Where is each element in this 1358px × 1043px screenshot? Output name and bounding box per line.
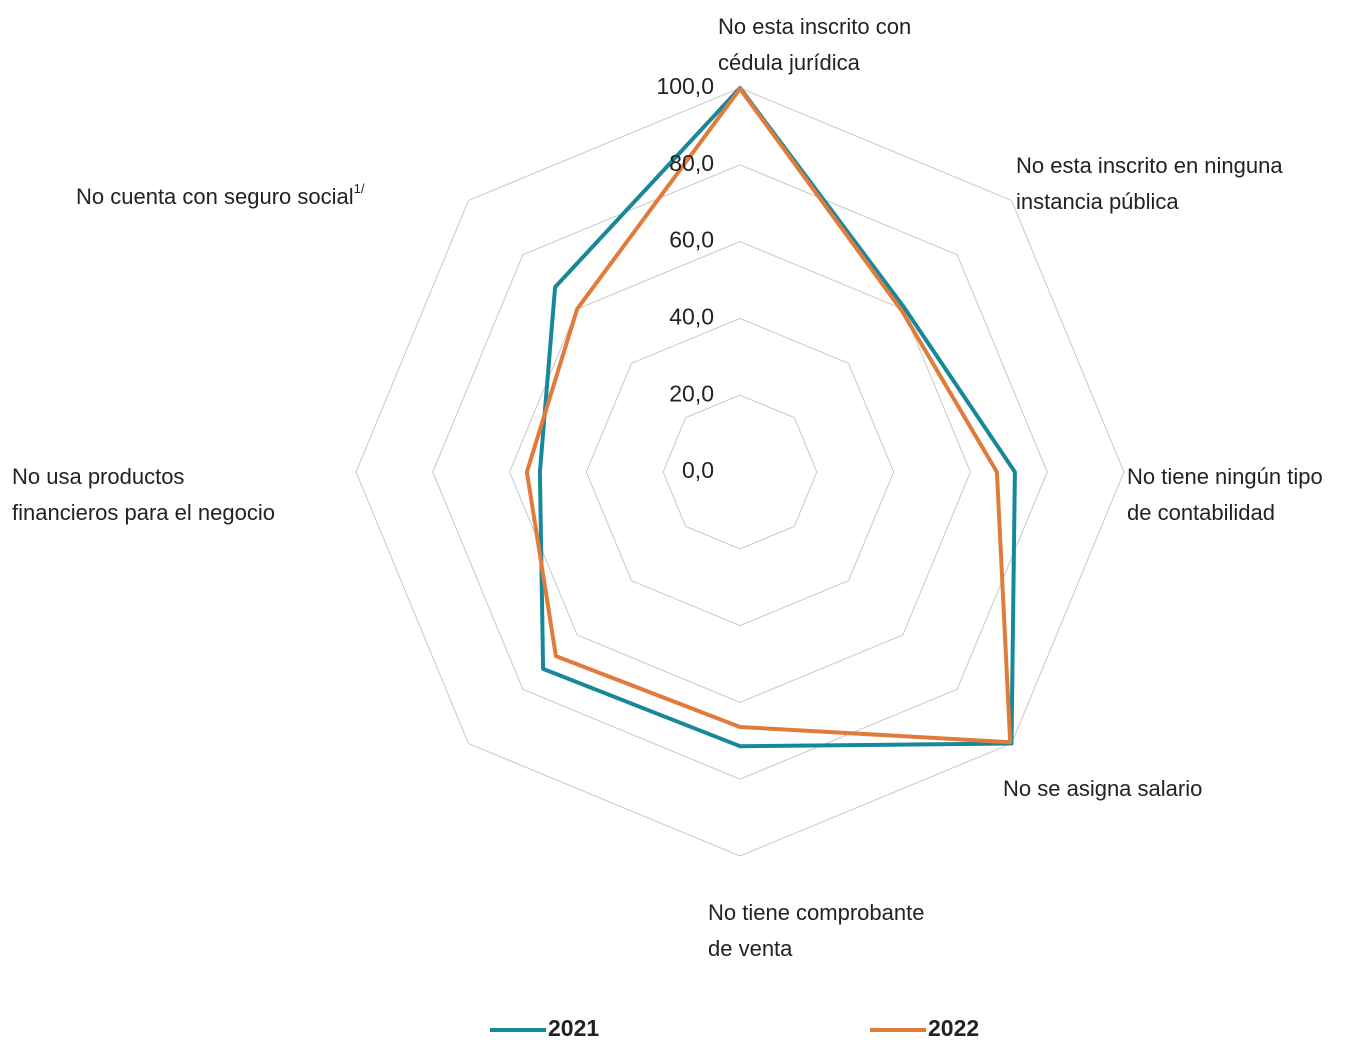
category-label: No esta inscrito con cédula jurídica bbox=[718, 14, 911, 75]
category-label: No esta inscrito en ninguna instancia púb… bbox=[1016, 153, 1283, 214]
category-label: No cuenta con seguro social1/ bbox=[76, 181, 365, 208]
legend-label: 2021 bbox=[548, 1015, 599, 1041]
footnote-mark: 1/ bbox=[354, 181, 365, 196]
category-label: No tiene ningún tipo de contabilidad bbox=[1127, 464, 1323, 525]
grid-ring bbox=[662, 394, 818, 550]
grid-ring bbox=[585, 317, 895, 627]
tick-label: 60,0 bbox=[669, 227, 714, 253]
series-line bbox=[524, 86, 1013, 745]
tick-label: 0,0 bbox=[682, 457, 714, 483]
grid-ring bbox=[509, 241, 971, 703]
series-line bbox=[537, 86, 1017, 749]
tick-label: 80,0 bbox=[669, 150, 714, 176]
tick-label: 20,0 bbox=[669, 380, 714, 406]
category-label: No se asigna salario bbox=[1003, 776, 1202, 801]
legend-label: 2022 bbox=[928, 1015, 979, 1041]
grid-ring bbox=[432, 164, 1048, 780]
category-label: No usa productos financieros para el nego… bbox=[12, 464, 275, 525]
tick-label: 100,0 bbox=[656, 73, 714, 99]
tick-label: 40,0 bbox=[669, 303, 714, 329]
grid-ring bbox=[355, 87, 1125, 857]
category-label: No tiene comprobante de venta bbox=[708, 900, 924, 961]
